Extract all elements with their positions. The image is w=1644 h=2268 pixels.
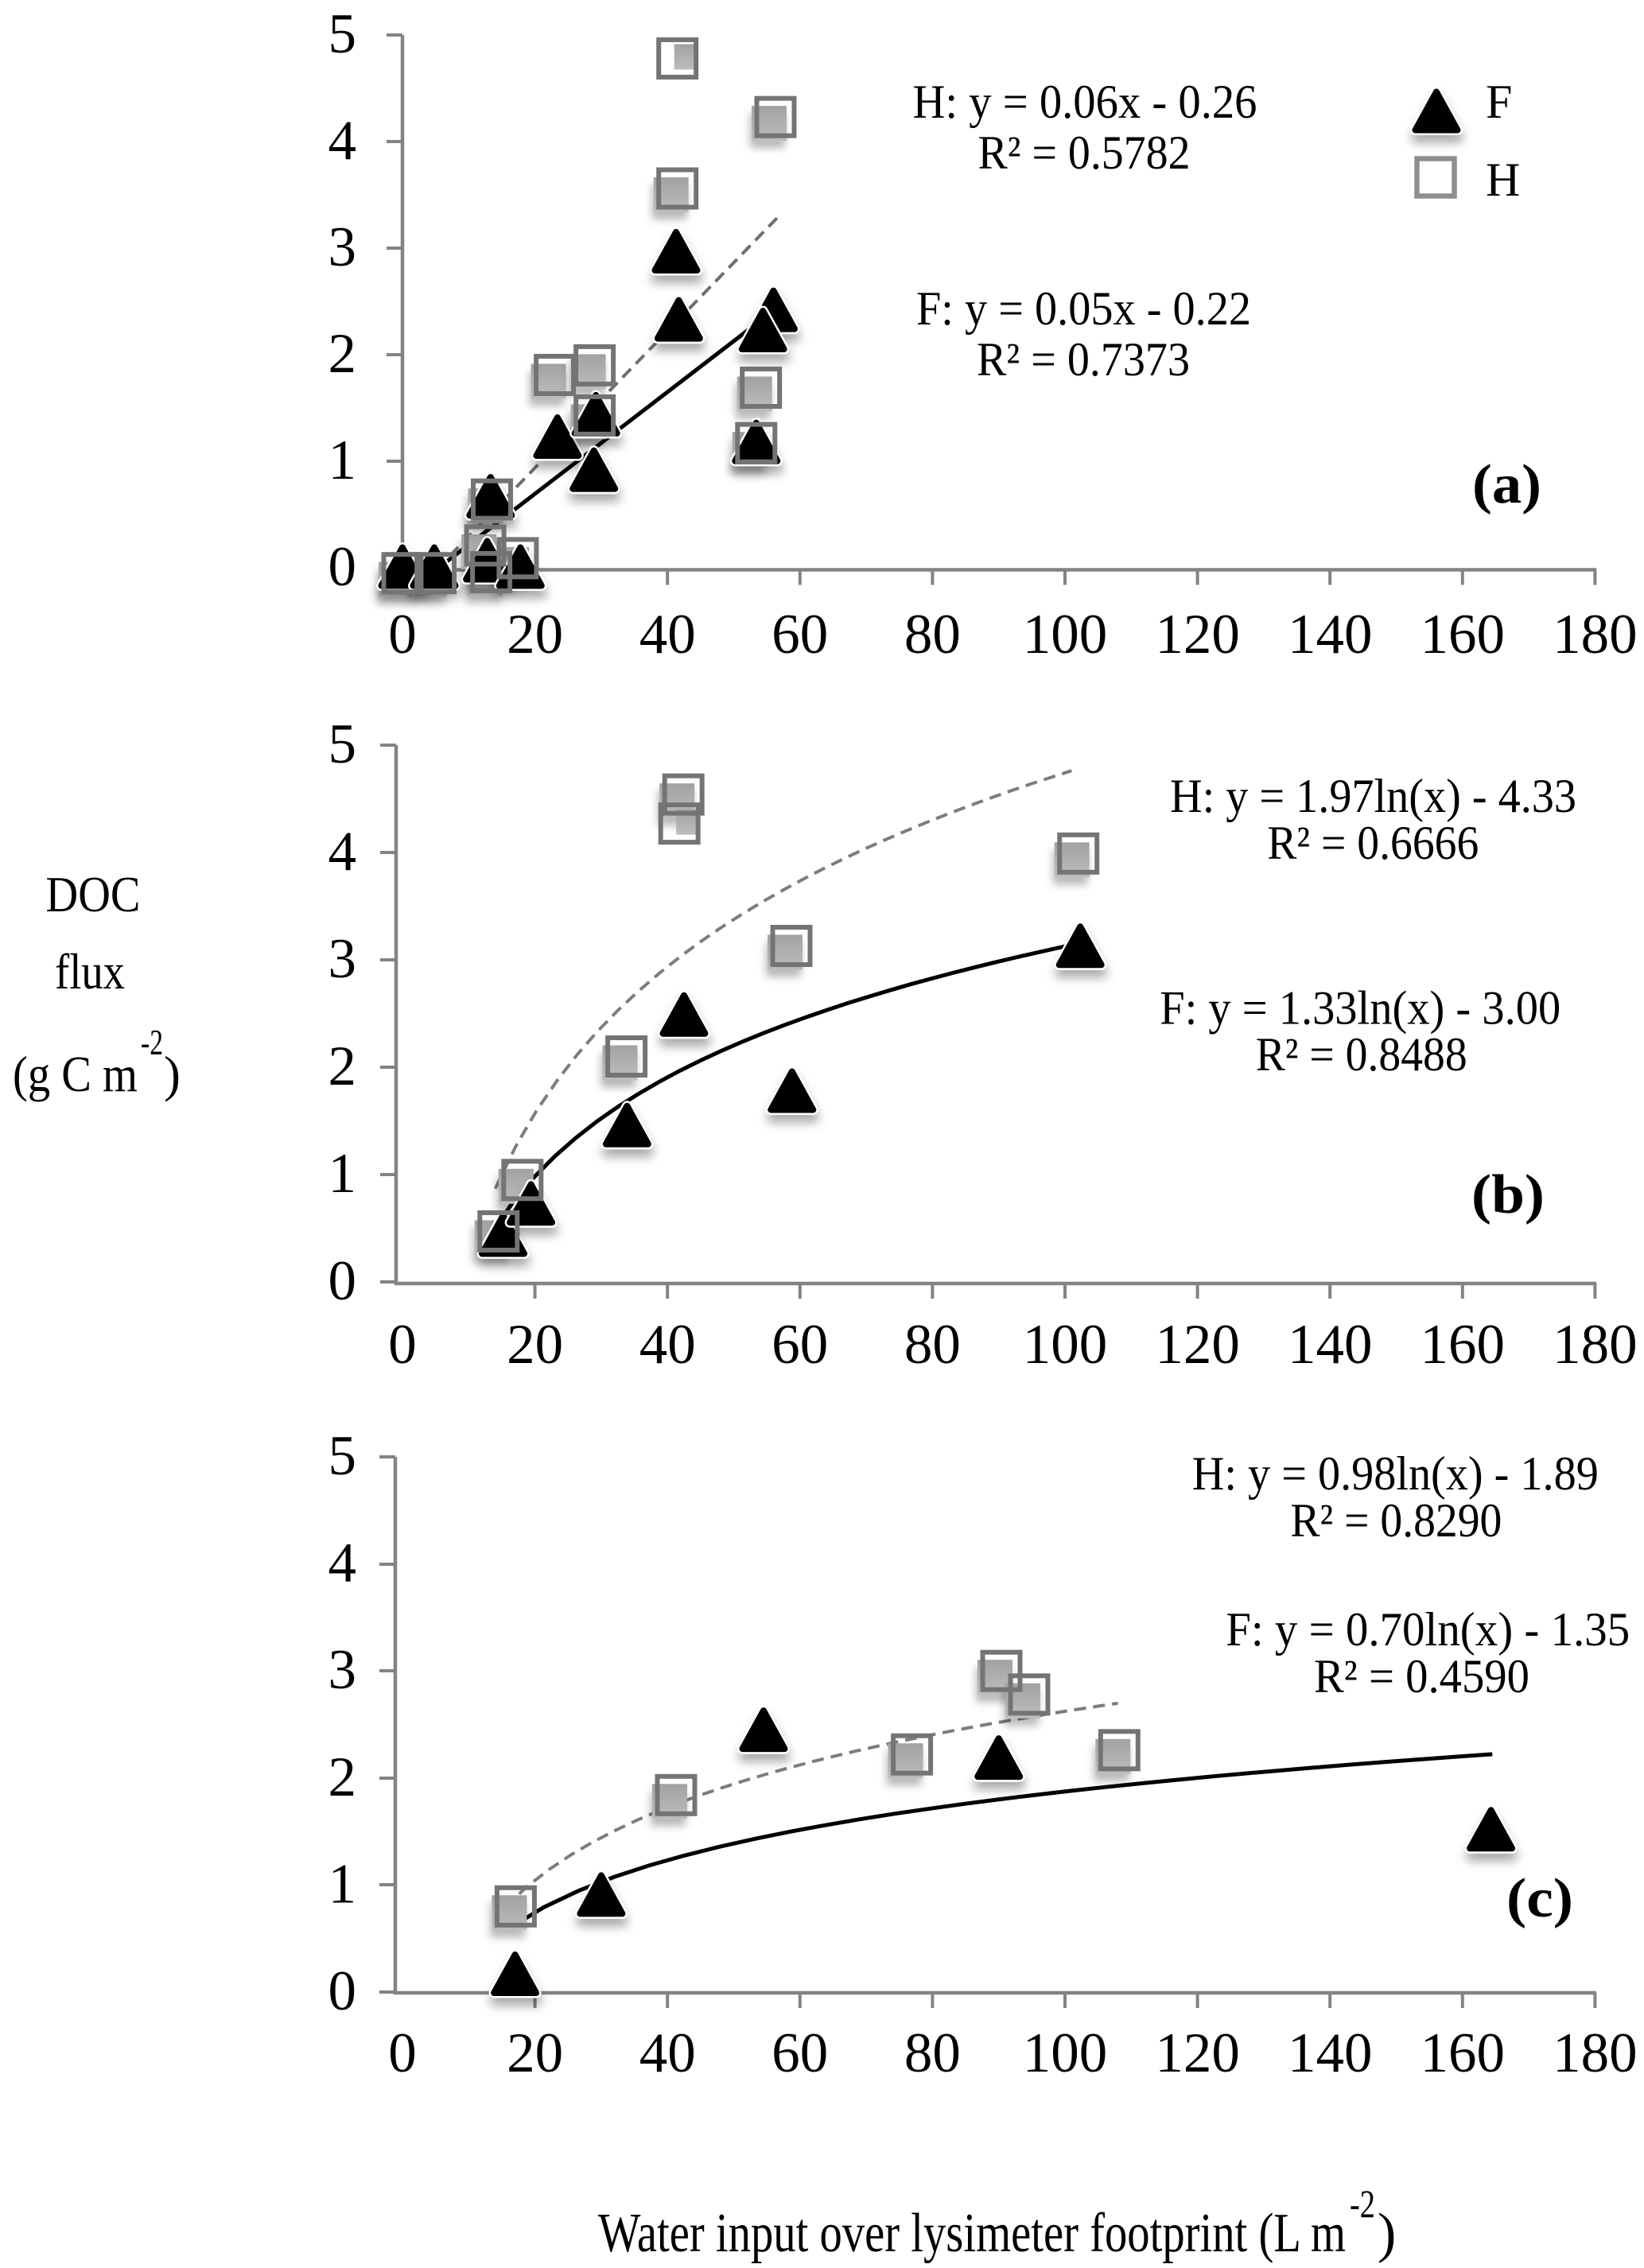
svg-text:3: 3 (328, 928, 357, 990)
svg-text:F: F (1486, 76, 1512, 128)
svg-text:R² = 0.7373: R² = 0.7373 (977, 333, 1190, 386)
svg-text:0: 0 (328, 536, 357, 598)
svg-text:4: 4 (328, 110, 357, 172)
svg-text:20: 20 (507, 2022, 563, 2084)
svg-text:): ) (164, 1047, 181, 1102)
svg-text:H: y = 0.98ln(x) - 1.89: H: y = 0.98ln(x) - 1.89 (1192, 1447, 1599, 1500)
svg-text:160: 160 (1421, 1314, 1506, 1376)
svg-text:H: H (1486, 153, 1520, 206)
svg-text:180: 180 (1553, 604, 1638, 666)
svg-text:160: 160 (1421, 2022, 1506, 2084)
svg-text:20: 20 (507, 604, 563, 666)
svg-text:0: 0 (388, 1314, 417, 1376)
svg-text:40: 40 (639, 2022, 696, 2084)
svg-text:0: 0 (388, 604, 417, 666)
svg-text:-2: -2 (141, 1023, 163, 1062)
svg-text:F: y = 1.33ln(x) - 3.00: F: y = 1.33ln(x) - 3.00 (1160, 982, 1560, 1035)
svg-text:(c): (c) (1506, 1868, 1573, 1929)
svg-text:0: 0 (328, 1250, 357, 1312)
svg-text:(g C m: (g C m (13, 1047, 138, 1102)
svg-text:2: 2 (328, 323, 357, 385)
svg-text:120: 120 (1155, 1314, 1240, 1376)
svg-text:140: 140 (1288, 1314, 1373, 1376)
svg-text:100: 100 (1023, 2022, 1108, 2084)
svg-text:(b): (b) (1471, 1164, 1545, 1225)
svg-text:20: 20 (507, 1314, 563, 1376)
svg-text:0: 0 (388, 2022, 417, 2084)
svg-text:100: 100 (1023, 604, 1108, 666)
svg-text:180: 180 (1553, 1314, 1638, 1376)
svg-text:H: y = 0.06x - 0.26: H: y = 0.06x - 0.26 (913, 76, 1257, 128)
svg-text:H: y = 1.97ln(x) - 4.33: H: y = 1.97ln(x) - 4.33 (1170, 770, 1576, 822)
svg-text:60: 60 (771, 604, 828, 666)
svg-text:4: 4 (328, 821, 357, 883)
svg-text:120: 120 (1155, 2022, 1240, 2084)
svg-text:1: 1 (328, 1143, 357, 1205)
svg-text:R² = 0.6666: R² = 0.6666 (1267, 817, 1479, 869)
svg-text:F: y = 0.70ln(x) - 1.35: F: y = 0.70ln(x) - 1.35 (1226, 1603, 1630, 1656)
svg-text:2: 2 (328, 1746, 357, 1808)
svg-text:3: 3 (328, 216, 357, 278)
svg-text:R² = 0.8488: R² = 0.8488 (1256, 1028, 1467, 1081)
svg-text:1: 1 (328, 429, 357, 491)
svg-text:R² = 0.4590: R² = 0.4590 (1314, 1650, 1529, 1703)
svg-text:R² = 0.5782: R² = 0.5782 (978, 126, 1191, 179)
svg-text:3: 3 (328, 1639, 357, 1701)
svg-text:5: 5 (328, 1425, 357, 1487)
svg-text:R² = 0.8290: R² = 0.8290 (1290, 1494, 1502, 1547)
svg-text:5: 5 (328, 713, 357, 775)
svg-text:2: 2 (328, 1035, 357, 1097)
svg-text:80: 80 (904, 2022, 961, 2084)
svg-text:F: y = 0.05x - 0.22: F: y = 0.05x - 0.22 (916, 282, 1251, 335)
svg-text:5: 5 (328, 3, 357, 65)
svg-text:40: 40 (639, 1314, 696, 1376)
svg-text:(a): (a) (1472, 454, 1541, 515)
svg-text:4: 4 (328, 1532, 357, 1594)
svg-text:80: 80 (904, 1314, 961, 1376)
svg-text:80: 80 (904, 604, 961, 666)
svg-text:120: 120 (1155, 604, 1240, 666)
svg-text:Water input over lysimeter foo: Water input over lysimeter footprint (L … (598, 2203, 1346, 2264)
svg-text:): ) (1378, 2203, 1396, 2264)
svg-text:60: 60 (771, 2022, 828, 2084)
svg-text:140: 140 (1288, 2022, 1373, 2084)
svg-text:180: 180 (1553, 2022, 1638, 2084)
svg-text:100: 100 (1023, 1314, 1108, 1376)
svg-text:0: 0 (328, 1960, 357, 2022)
svg-text:DOC: DOC (46, 867, 141, 922)
svg-text:40: 40 (639, 604, 696, 666)
svg-text:140: 140 (1288, 604, 1373, 666)
svg-text:1: 1 (328, 1853, 357, 1915)
svg-text:flux: flux (55, 944, 125, 1000)
svg-text:60: 60 (771, 1314, 828, 1376)
svg-text:-2: -2 (1350, 2181, 1375, 2226)
svg-text:160: 160 (1421, 604, 1506, 666)
